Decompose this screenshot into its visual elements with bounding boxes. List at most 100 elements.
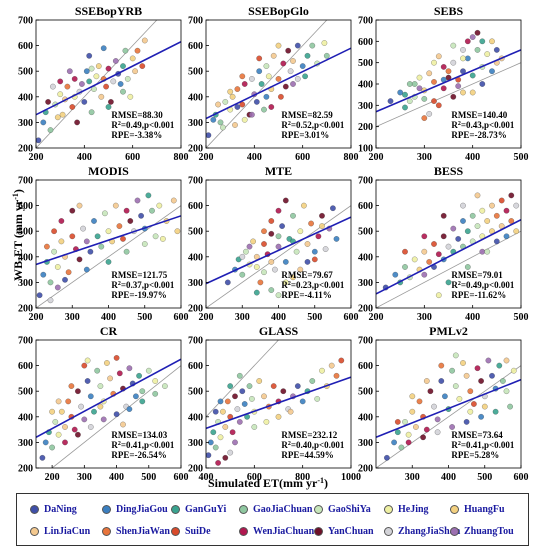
- legend-item: HuangFu: [450, 501, 505, 517]
- data-point: [421, 115, 428, 121]
- data-point: [124, 76, 131, 82]
- data-point: [463, 419, 470, 425]
- data-point: [416, 398, 423, 405]
- data-point: [263, 419, 270, 425]
- data-point: [493, 47, 500, 53]
- y-tick-label: 500: [188, 67, 203, 78]
- data-point: [64, 83, 71, 90]
- data-point: [253, 264, 260, 270]
- panel-cr: CR 200 300 400 500 600 200 300 400 500 600 700 RMSE=…: [18, 324, 189, 483]
- stat-rpe: RPE=-11.62%: [451, 290, 506, 300]
- data-point: [139, 63, 146, 69]
- stat-r2: R2=0.40,p<0.001: [281, 440, 345, 450]
- data-point: [503, 233, 510, 240]
- x-tick-label: 800: [295, 472, 310, 483]
- data-point: [479, 207, 486, 214]
- stat-rmse: RMSE=82.59: [281, 110, 333, 120]
- data-point: [54, 284, 61, 291]
- data-point: [460, 55, 466, 62]
- x-tick-label: 600: [247, 472, 262, 483]
- y-tick-label: 200: [188, 464, 203, 475]
- data-point: [69, 233, 76, 240]
- data-point: [460, 202, 466, 209]
- data-point: [265, 73, 272, 80]
- panel-modis: MODIS 200 300 400 500 600 200 300 400 500 600 700 RM…: [18, 164, 189, 323]
- data-point: [467, 408, 474, 415]
- data-point: [268, 218, 275, 224]
- data-point: [69, 207, 76, 214]
- data-point: [81, 362, 88, 369]
- data-point: [253, 289, 260, 296]
- data-point: [311, 256, 318, 263]
- x-tick-label: 400: [465, 152, 480, 163]
- data-point: [431, 403, 437, 410]
- data-point: [503, 357, 510, 364]
- stat-rpe: RPE=44.59%: [281, 450, 333, 460]
- y-tick-label: 700: [18, 336, 33, 347]
- y-tick-label: 200: [358, 304, 373, 315]
- data-point: [220, 124, 226, 131]
- stat-rmse: RMSE=121.75: [111, 270, 167, 280]
- legend-marker: [102, 526, 111, 536]
- data-point: [279, 223, 285, 229]
- data-point: [489, 202, 495, 209]
- data-point: [55, 398, 62, 405]
- data-point: [217, 434, 224, 441]
- x-tick-label: 200: [199, 152, 214, 163]
- data-point: [79, 81, 85, 87]
- data-point: [76, 256, 83, 263]
- y-tick-label: 600: [358, 361, 373, 372]
- data-point: [105, 65, 112, 72]
- data-point: [257, 279, 264, 286]
- data-point: [91, 408, 97, 415]
- y-tick-label: 600: [188, 361, 203, 372]
- data-point: [83, 238, 90, 245]
- x-tick-label: 400: [247, 152, 262, 163]
- data-point: [464, 55, 471, 62]
- data-point: [431, 98, 437, 104]
- legend-marker: [30, 526, 39, 536]
- y-tick-label: 300: [18, 118, 33, 129]
- data-point: [145, 192, 152, 199]
- data-point: [246, 383, 253, 389]
- data-point: [311, 248, 318, 255]
- x-tick-label: 600: [344, 312, 359, 323]
- data-point: [123, 207, 130, 214]
- y-tick-label: 400: [358, 252, 373, 263]
- data-point: [435, 292, 442, 299]
- y-tick-label: 300: [18, 438, 33, 449]
- data-point: [134, 197, 141, 204]
- y-tick-label: 700: [358, 16, 373, 27]
- data-point: [322, 246, 329, 252]
- data-point: [108, 99, 114, 105]
- one-to-one-line: [36, 205, 181, 308]
- stat-rmse: RMSE=232.12: [281, 430, 337, 440]
- data-point: [66, 68, 73, 75]
- data-point: [268, 287, 275, 293]
- legend-marker: [450, 526, 459, 536]
- data-point: [405, 439, 412, 446]
- x-tick-label: 300: [235, 312, 250, 323]
- data-point: [431, 79, 437, 85]
- data-point: [256, 55, 263, 62]
- data-point: [478, 413, 484, 420]
- data-point: [250, 238, 256, 245]
- legend-item: GanGuYi: [171, 501, 226, 517]
- fit-line: [36, 358, 181, 438]
- fit-line: [36, 215, 181, 266]
- data-point: [304, 52, 311, 59]
- data-point: [474, 223, 481, 229]
- data-point: [126, 365, 133, 372]
- x-tick-label: 400: [465, 312, 480, 323]
- data-point: [44, 243, 50, 250]
- data-point: [78, 403, 84, 410]
- data-point: [210, 116, 217, 123]
- legend-marker: [171, 526, 180, 536]
- x-tick-label: 300: [65, 312, 80, 323]
- data-point: [57, 91, 64, 98]
- legend-label: WenJiaChuan: [253, 525, 315, 537]
- data-point: [421, 248, 428, 255]
- legend-item: DingJiaGou: [102, 501, 168, 517]
- y-tick-label: 600: [358, 37, 373, 48]
- data-point: [285, 47, 292, 54]
